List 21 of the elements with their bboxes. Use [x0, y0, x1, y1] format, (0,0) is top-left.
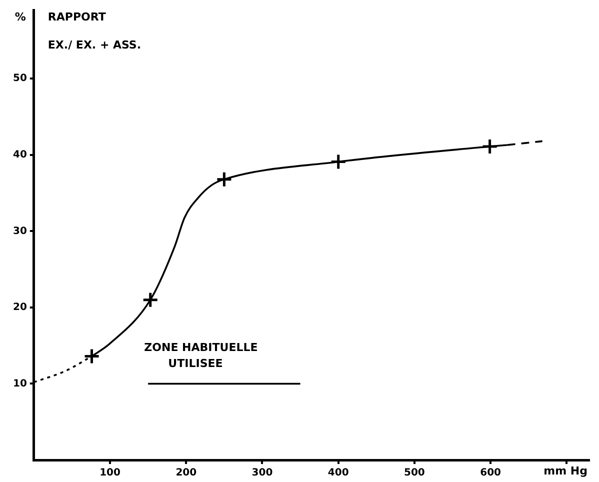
x-tick-label: 100: [100, 468, 120, 479]
y-tick-label: 10: [12, 378, 27, 390]
x-axis-title: mm Hg: [544, 464, 588, 478]
y-tick-label: 40: [12, 150, 27, 161]
y-tick-label: 50: [12, 73, 27, 84]
point: [84, 348, 100, 365]
x-tick-label: 600: [480, 468, 502, 479]
text: EX./ EX. + ASS.: [48, 38, 142, 52]
point: [330, 154, 347, 170]
y-tick-label: 30: [12, 226, 27, 237]
point: [216, 171, 232, 188]
x-tick-label: 300: [252, 468, 273, 479]
annotation: ZONE HABITUELLE UTILISEE: [144, 341, 258, 370]
point: [482, 138, 498, 155]
x-tick-label: 200: [176, 468, 197, 479]
point: [142, 292, 159, 308]
y-axis-title: %: [14, 10, 26, 24]
x-tick-label: 400: [328, 468, 349, 479]
chart-title: RAPPORT: [48, 10, 106, 24]
x-tick-label: 500: [404, 468, 425, 479]
y-tick-label: 20: [12, 302, 27, 314]
